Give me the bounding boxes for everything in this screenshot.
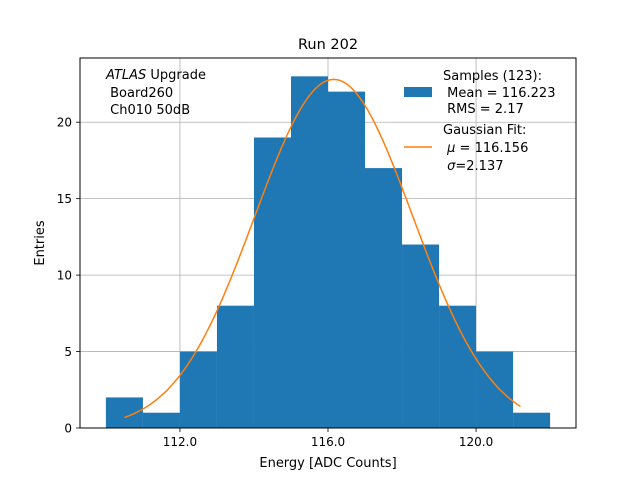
legend-fit-mu: μ = 116.156 (443, 141, 528, 156)
y-axis-label: Entries (33, 220, 48, 266)
histogram-bar (513, 412, 551, 428)
legend-samples-line2: Mean = 116.223 (443, 86, 555, 101)
annotation-board: Board260 (106, 86, 173, 101)
y-tick-label: 15 (57, 192, 72, 206)
histogram-bar (328, 91, 366, 429)
histogram-bar (476, 351, 514, 428)
legend-mu-value: = 116.156 (455, 141, 528, 156)
histogram-bar (402, 244, 440, 428)
chart-title: Run 202 (298, 37, 358, 53)
legend-sigma-value: =2.137 (455, 159, 503, 174)
histogram-bar (365, 168, 403, 428)
annotation-line1: ATLAS Upgrade (105, 68, 206, 83)
legend-mu-symbol: μ (446, 141, 455, 156)
x-axis-label: Energy [ADC Counts] (259, 456, 396, 471)
x-tick-label: 112.0 (163, 435, 197, 449)
gaussian-fit-curve (124, 78, 521, 419)
legend-fit-sigma: σ=2.137 (443, 159, 504, 174)
histogram-bar (290, 76, 328, 428)
x-axis-ticks: 112.0 116.0 120.0 (163, 428, 493, 449)
annotation-atlas: ATLAS (105, 68, 146, 83)
legend-samples-swatch (404, 87, 432, 97)
legend-samples-line3: RMS = 2.17 (443, 102, 524, 117)
legend-fit-line1: Gaussian Fit: (443, 123, 526, 138)
y-tick-label: 0 (64, 422, 72, 436)
annotation-channel: Ch010 50dB (106, 103, 190, 118)
histogram-bar (216, 305, 254, 428)
histogram-bar (179, 351, 217, 428)
atlas-annotation: ATLAS Upgrade Board260 Ch010 50dB (105, 68, 206, 118)
x-tick-label: 120.0 (459, 435, 493, 449)
y-tick-label: 5 (64, 345, 72, 359)
histogram-bar (253, 137, 291, 428)
legend-samples-line1: Samples (123): (443, 69, 542, 84)
legend-sigma-symbol: σ (447, 159, 456, 174)
x-tick-label: 116.0 (311, 435, 345, 449)
gaussian-fit-layer (124, 78, 521, 419)
y-tick-label: 10 (57, 269, 72, 283)
histogram-bar (142, 412, 180, 428)
y-axis-ticks: 0 5 10 15 20 (57, 116, 80, 436)
y-tick-label: 20 (57, 116, 72, 130)
annotation-upgrade: Upgrade (146, 68, 206, 83)
legend: Samples (123): Mean = 116.223 RMS = 2.17… (404, 69, 555, 174)
